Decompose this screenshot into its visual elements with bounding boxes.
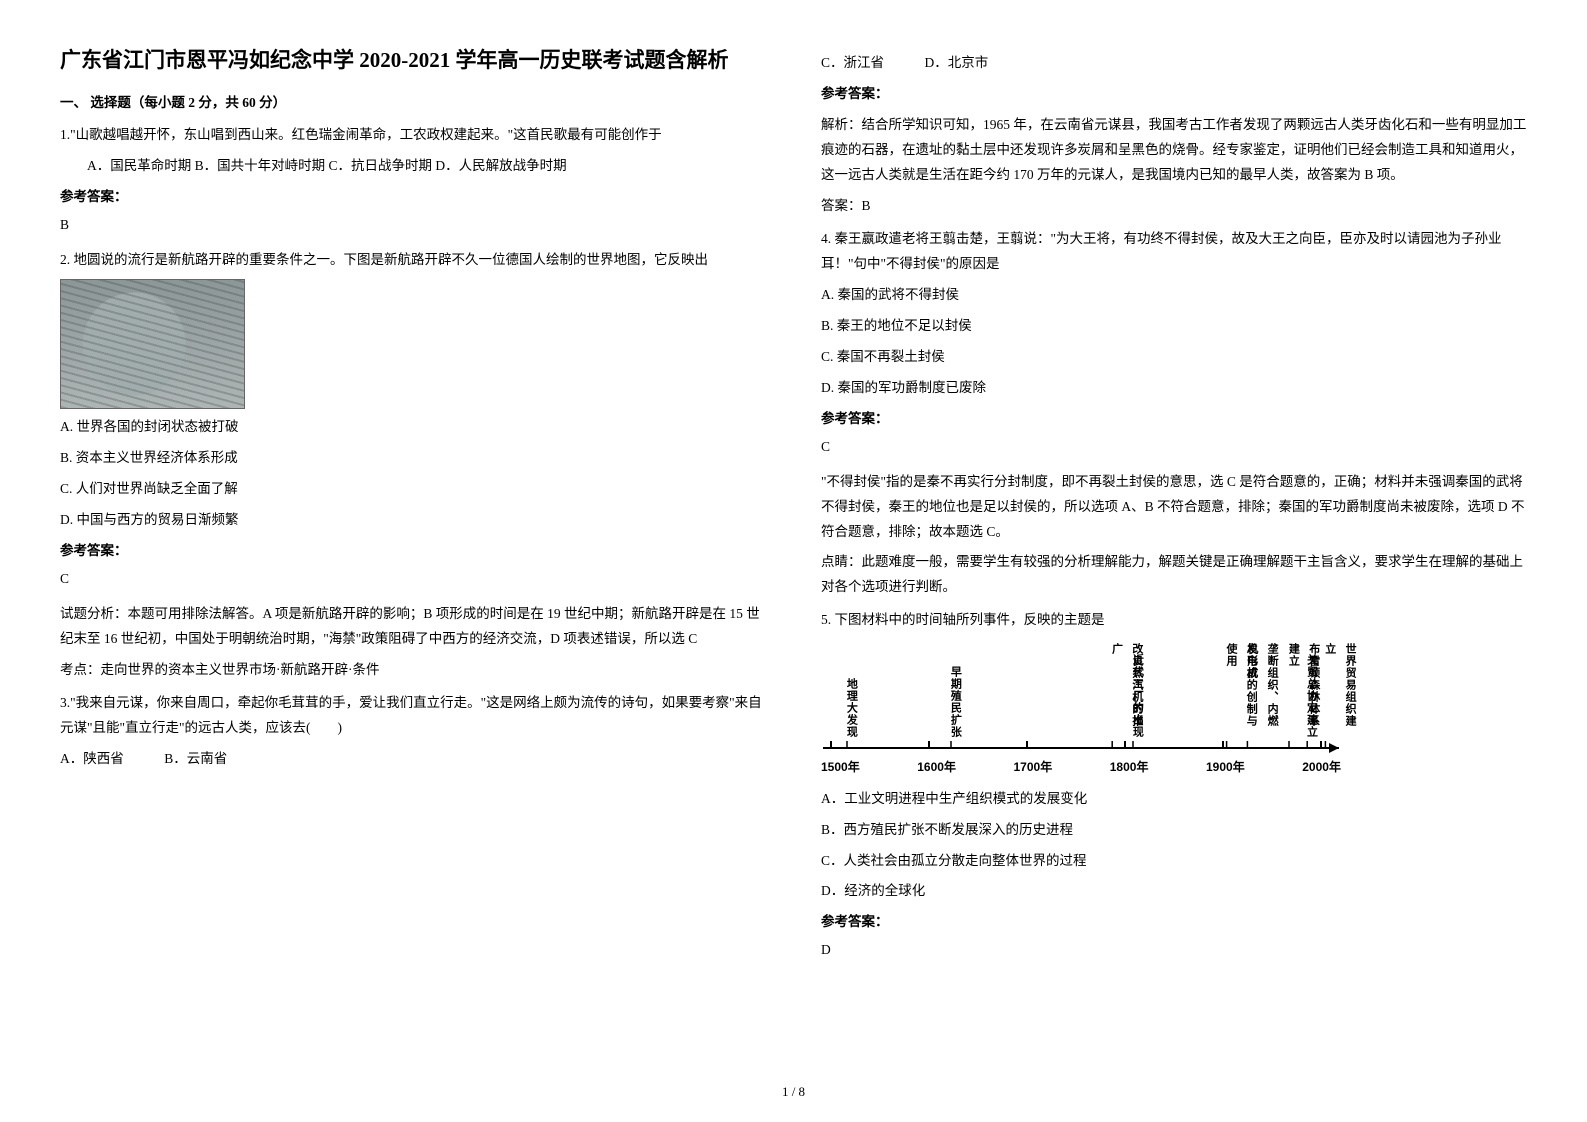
question-4: 4. 秦王嬴政遣老将王翦击楚，王翦说："为大王将，有功终不得封侯，故及大王之向臣…	[821, 227, 1527, 601]
q1-ans-label: 参考答案：	[60, 185, 766, 210]
timeline-event-label: 早期殖民扩张	[945, 666, 965, 738]
q4-answer: C	[821, 435, 1527, 460]
timeline-year: 2000年	[1302, 756, 1341, 778]
q5-opt-a: A．工业文明进程中生产组织模式的发展变化	[821, 787, 1527, 812]
timeline-years: 1500年 1600年 1700年 1800年 1900年 2000年	[821, 756, 1341, 778]
timeline-event-label: 地理大发现	[841, 678, 861, 738]
q2-opt-a: A. 世界各国的封闭状态被打破	[60, 415, 766, 440]
q4-opt-c: C. 秦国不再裂土封侯	[821, 345, 1527, 370]
timeline-year: 1900年	[1206, 756, 1245, 778]
timeline-axis	[821, 738, 1341, 754]
q2-explain-1: 试题分析：本题可用排除法解答。A 项是新航路开辟的影响；B 项形成的时间是在 1…	[60, 602, 766, 652]
timeline-event-label: 垄断组织、内燃机形成	[1241, 643, 1282, 738]
right-column: C．浙江省 D．北京市 参考答案： 解析：结合所学知识可知，1965 年，在云南…	[821, 45, 1527, 1077]
q5-opt-c: C．人类社会由孤立分散走向整体世界的过程	[821, 849, 1527, 874]
section-heading: 一、 选择题（每小题 2 分，共 60 分）	[60, 91, 766, 116]
q3-opts-ab: A．陕西省 B．云南省	[60, 747, 766, 772]
q2-explain-2: 考点：走向世界的资本主义世界市场·新航路开辟·条件	[60, 658, 766, 683]
left-column: 广东省江门市恩平冯如纪念中学 2020-2021 学年高一历史联考试题含解析 一…	[60, 45, 766, 1077]
timeline-year: 1600年	[917, 756, 956, 778]
question-5: 5. 下图材料中的时间轴所列事件，反映的主题是 地理大发现早期殖民扩张改良蒸汽机…	[821, 608, 1527, 963]
q3-answer: 答案：B	[821, 194, 1527, 219]
q4-stem: 4. 秦王嬴政遣老将王翦击楚，王翦说："为大王将，有功终不得封侯，故及大王之向臣…	[821, 227, 1527, 277]
q4-explain-1: "不得封侯"指的是秦不再实行分封制度，即不再裂土封侯的意思，选 C 是符合题意的…	[821, 470, 1527, 545]
q5-ans-label: 参考答案：	[821, 910, 1527, 935]
q1-stem: 1."山歌越唱越开怀，东山唱到西山来。红色瑞金闹革命，工农政权建起来。"这首民歌…	[60, 123, 766, 148]
timeline-year: 1500年	[821, 756, 860, 778]
q4-ans-label: 参考答案：	[821, 407, 1527, 432]
timeline-events: 地理大发现早期殖民扩张改良蒸汽机的推广近代工厂的出现发电机的创制与使用垄断组织、…	[821, 643, 1341, 738]
q2-answer: C	[60, 567, 766, 592]
q1-options: A．国民革命时期 B．国共十年对峙时期 C．抗日战争时期 D．人民解放战争时期	[60, 154, 766, 179]
q2-opt-c: C. 人们对世界尚缺乏全面了解	[60, 477, 766, 502]
document-title: 广东省江门市恩平冯如纪念中学 2020-2021 学年高一历史联考试题含解析	[60, 45, 766, 77]
q5-opt-d: D．经济的全球化	[821, 879, 1527, 904]
page-footer: 1 / 8	[0, 1080, 1587, 1104]
question-2: 2. 地圆说的流行是新航路开辟的重要条件之一。下图是新航路开辟不久一位德国人绘制…	[60, 248, 766, 683]
q5-timeline: 地理大发现早期殖民扩张改良蒸汽机的推广近代工厂的出现发电机的创制与使用垄断组织、…	[821, 643, 1527, 778]
q4-opt-b: B. 秦王的地位不足以封侯	[821, 314, 1527, 339]
q4-opt-a: A. 秦国的武将不得封侯	[821, 283, 1527, 308]
q3-explain: 解析：结合所学知识可知，1965 年，在云南省元谋县，我国考古工作者发现了两颗远…	[821, 113, 1527, 188]
timeline-year: 1700年	[1014, 756, 1053, 778]
q1-answer: B	[60, 213, 766, 238]
q3-opts-cd: C．浙江省 D．北京市	[821, 51, 1527, 76]
q5-opt-b: B．西方殖民扩张不断发展深入的历史进程	[821, 818, 1527, 843]
q2-opt-d: D. 中国与西方的贸易日渐频繁	[60, 508, 766, 533]
question-1: 1."山歌越唱越开怀，东山唱到西山来。红色瑞金闹革命，工农政权建起来。"这首民歌…	[60, 123, 766, 238]
q2-ans-label: 参考答案：	[60, 539, 766, 564]
q5-answer: D	[821, 938, 1527, 963]
q2-opt-b: B. 资本主义世界经济体系形成	[60, 446, 766, 471]
question-3-bottom: C．浙江省 D．北京市 参考答案： 解析：结合所学知识可知，1965 年，在云南…	[821, 51, 1527, 219]
timeline-year: 1800年	[1110, 756, 1149, 778]
q2-stem: 2. 地圆说的流行是新航路开辟的重要条件之一。下图是新航路开辟不久一位德国人绘制…	[60, 248, 766, 273]
q4-explain-2: 点睛：此题难度一般，需要学生有较强的分析理解能力，解题关键是正确理解题干主旨含义…	[821, 550, 1527, 600]
q4-opt-d: D. 秦国的军功爵制度已废除	[821, 376, 1527, 401]
q3-ans-label: 参考答案：	[821, 82, 1527, 107]
question-3-top: 3."我来自元谋，你来自周口，牵起你毛茸茸的手，爱让我们直立行走。"这是网络上颇…	[60, 691, 766, 772]
q5-stem: 5. 下图材料中的时间轴所列事件，反映的主题是	[821, 608, 1527, 633]
timeline-event-label: 世界贸易组织建立	[1319, 643, 1360, 738]
q3-stem: 3."我来自元谋，你来自周口，牵起你毛茸茸的手，爱让我们直立行走。"这是网络上颇…	[60, 691, 766, 741]
q2-map-image	[60, 279, 245, 409]
timeline-event-label: 近代工厂的出现	[1127, 654, 1147, 738]
